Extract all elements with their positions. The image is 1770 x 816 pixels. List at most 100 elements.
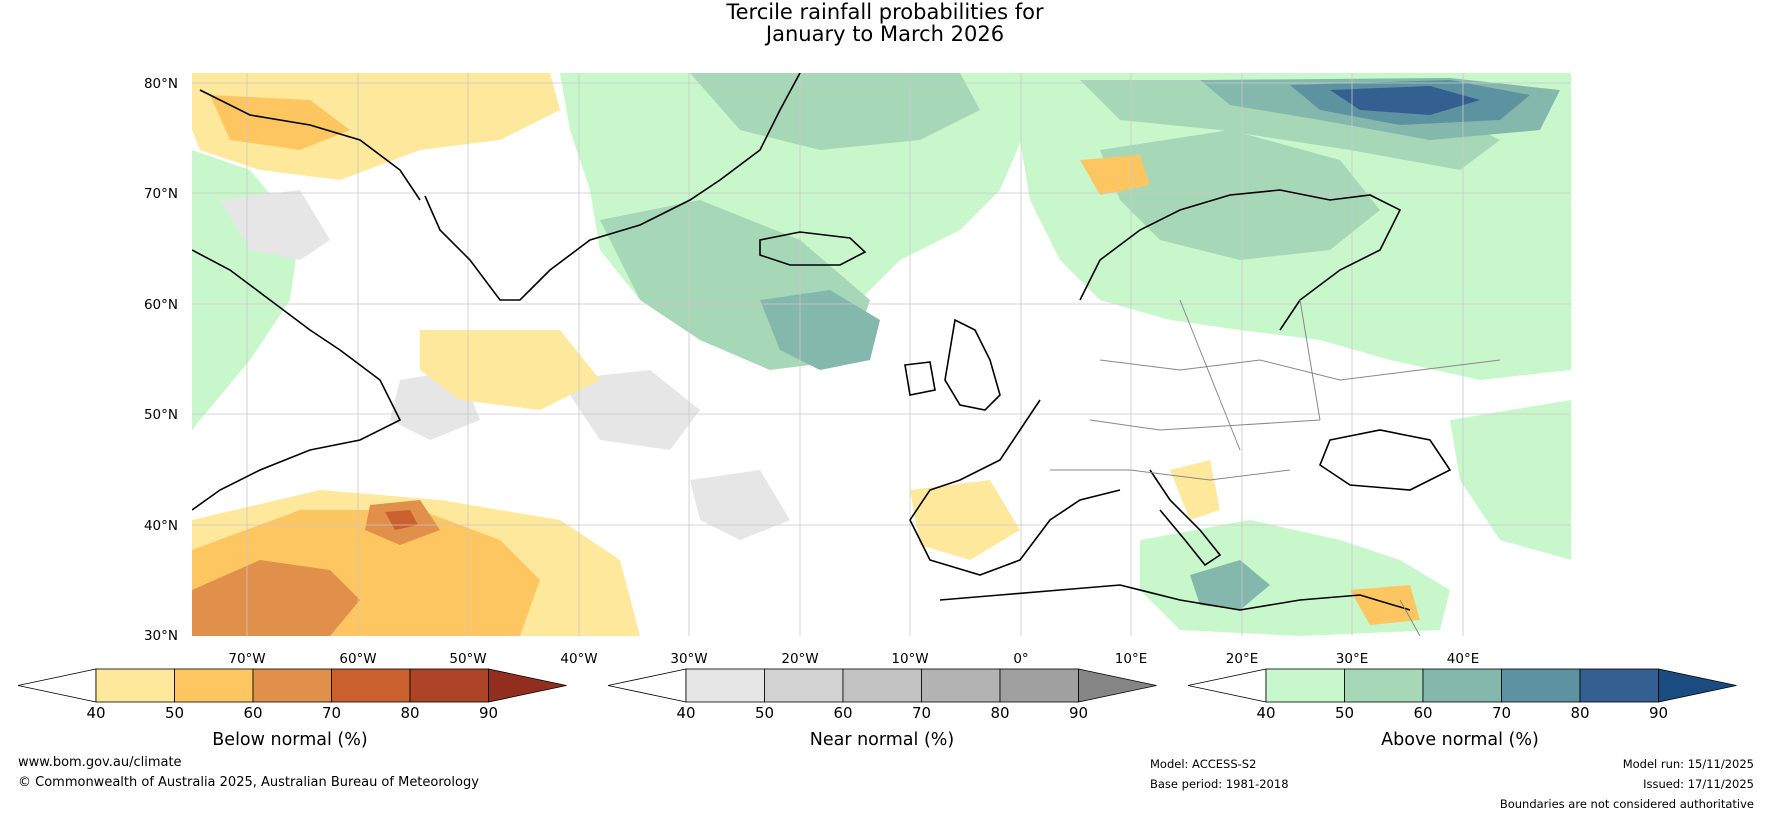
- lon-label: 20°E: [1226, 651, 1258, 667]
- colorbar-tick-label: 70: [322, 704, 341, 722]
- colorbar-tick-label: 50: [165, 704, 184, 722]
- lon-label: 10°W: [891, 651, 928, 667]
- below-normal-region-labrador-sea: [420, 330, 600, 410]
- coastline-western-europe: [909, 399, 1121, 576]
- above-normal-60-east-med: [1190, 560, 1270, 610]
- colorbar-tick-label: 90: [1649, 704, 1668, 722]
- coastline-british-isles: [904, 318, 1001, 411]
- colorbar-tick-label: 60: [833, 704, 852, 722]
- map-title-line-1: Tercile rainfall probabilities for: [726, 0, 1044, 24]
- copyright-text: © Commonwealth of Australia 2025, Austra…: [18, 775, 479, 790]
- colorbar-tick-label: 70: [1492, 704, 1511, 722]
- colorbar-segment: [95, 668, 175, 703]
- colorbar-segment: [331, 668, 411, 703]
- colorbar-segment: [685, 668, 765, 703]
- lon-label: 40°E: [1447, 651, 1479, 667]
- coastline-italy: [1149, 469, 1222, 567]
- colorbar-tick-label: 40: [676, 704, 695, 722]
- near-normal-region-southatlantic: [690, 470, 790, 540]
- near-normal-region-midatlantic: [560, 370, 700, 450]
- below-normal-region-svalbard: [1080, 155, 1150, 195]
- country-borders: [1050, 299, 1501, 636]
- lon-label: 10°E: [1115, 651, 1147, 667]
- above-normal-50-scandinavia: [1100, 130, 1380, 260]
- near-normal-region-labrador: [220, 190, 330, 260]
- lat-label: 70°N: [144, 186, 178, 202]
- coastline-greenland: [424, 73, 801, 301]
- below-normal-region-iberia: [910, 480, 1020, 560]
- coastline-mediterranean: [939, 584, 1411, 611]
- coastline-baffin-island: [199, 89, 421, 201]
- colorbar-tick-label: 50: [755, 704, 774, 722]
- lat-label: 80°N: [144, 76, 178, 92]
- below-normal-70-subtropical: [192, 560, 360, 636]
- colorbar-extend-low: [607, 668, 687, 703]
- colorbar-above-normal-label: Above normal (%): [1381, 730, 1539, 750]
- latitude-labels: 80°N 70°N 60°N 50°N 40°N 30°N: [144, 76, 178, 644]
- lon-label: 0°: [1013, 651, 1028, 667]
- base-period: Base period: 1981-2018: [1150, 777, 1289, 791]
- coastline-scandinavia: [1079, 189, 1402, 331]
- lon-label: 30°E: [1336, 651, 1368, 667]
- colorbar-tick-label: 80: [990, 704, 1009, 722]
- model-name: Model: ACCESS-S2: [1150, 757, 1257, 771]
- below-normal-region-italy: [1170, 460, 1220, 520]
- above-normal-50-greenland-sea: [690, 73, 980, 150]
- issued-date: Issued: 17/11/2025: [1643, 777, 1754, 791]
- graticule: [192, 73, 1571, 636]
- lat-label: 50°N: [144, 407, 178, 423]
- colorbar-extend-high: [1078, 668, 1157, 703]
- colorbar-segment: [174, 668, 254, 703]
- lon-label: 50°W: [449, 651, 486, 667]
- colorbar-tick-label: 90: [479, 704, 498, 722]
- colorbar-tick-label: 40: [86, 704, 105, 722]
- lon-label: 20°W: [781, 651, 818, 667]
- probability-field: [192, 73, 1571, 636]
- coastline-iceland: [759, 231, 867, 266]
- colorbar-segment: [764, 668, 844, 703]
- colorbar-segment: [842, 668, 922, 703]
- colorbar-tick-label: 60: [243, 704, 262, 722]
- below-normal-region-eastern-med: [1350, 585, 1420, 625]
- lat-label: 60°N: [144, 297, 178, 313]
- colorbar-tick-label: 40: [1256, 704, 1275, 722]
- coastline-labrador: [192, 249, 402, 511]
- model-run-date: Model run: 15/11/2025: [1622, 757, 1754, 771]
- website-link[interactable]: www.bom.gov.au/climate: [18, 755, 182, 770]
- lon-label: 40°W: [560, 651, 597, 667]
- above-normal-60-atlantic: [760, 290, 880, 370]
- colorbar-tick-label: 70: [912, 704, 931, 722]
- colorbar-below-normal-label: Below normal (%): [212, 730, 367, 750]
- colorbar-tick-label: 90: [1069, 704, 1088, 722]
- colorbar-segment: [409, 668, 489, 703]
- colorbar-tick-label: 50: [1335, 704, 1354, 722]
- lon-label: 30°W: [670, 651, 707, 667]
- colorbar-extend-low: [1187, 668, 1267, 703]
- colorbar-segment: [1422, 668, 1502, 703]
- colorbar-segment: [252, 668, 332, 703]
- coastlines: [192, 73, 1452, 611]
- colorbar-tick-label: 80: [400, 704, 419, 722]
- colorbar-segment: [1265, 668, 1345, 703]
- disclaimer-text: Boundaries are not considered authoritat…: [1499, 797, 1754, 811]
- coastline-black-sea: [1319, 429, 1452, 491]
- lon-label: 60°W: [339, 651, 376, 667]
- colorbar-tick-label: 60: [1413, 704, 1432, 722]
- lat-label: 30°N: [144, 628, 178, 644]
- colorbar-above-normal: 40 50 60 70 80 90 Above normal (%): [1187, 668, 1737, 750]
- above-normal-80-barents: [1330, 86, 1480, 115]
- colorbar-segment: [1344, 668, 1424, 703]
- above-normal-region-northeast: [1450, 400, 1571, 560]
- below-normal-60-baffin: [210, 95, 350, 150]
- lat-label: 40°N: [144, 518, 178, 534]
- longitude-labels: 70°W 60°W 50°W 40°W 30°W 20°W 10°W 0° 10…: [228, 651, 1479, 667]
- colorbar-below-normal: 40 50 60 70 80 90 Below normal (%): [17, 668, 567, 750]
- colorbar-tick-label: 80: [1570, 704, 1589, 722]
- lon-label: 70°W: [228, 651, 265, 667]
- colorbar-extend-low: [17, 668, 97, 703]
- colorbar-segment: [999, 668, 1079, 703]
- colorbar-near-normal-label: Near normal (%): [810, 730, 955, 750]
- colorbar-extend-high: [488, 668, 567, 703]
- colorbar-segment: [1579, 668, 1659, 703]
